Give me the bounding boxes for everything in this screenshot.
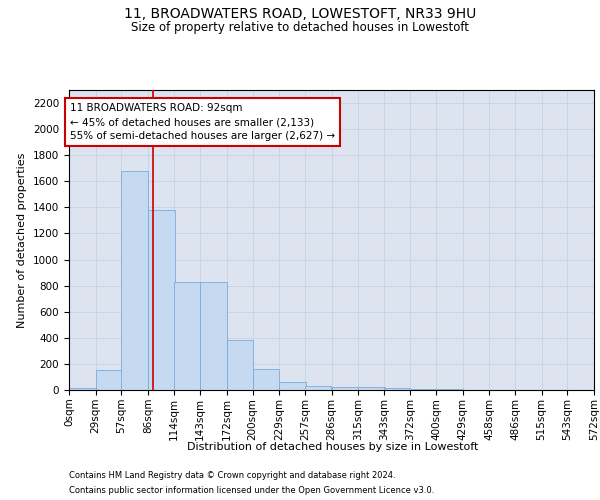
Bar — [410, 388, 437, 390]
Bar — [331, 386, 358, 390]
Bar — [305, 386, 331, 390]
Bar — [148, 210, 175, 390]
Bar — [384, 388, 410, 390]
Bar — [200, 282, 227, 390]
Text: Distribution of detached houses by size in Lowestoft: Distribution of detached houses by size … — [187, 442, 479, 452]
Bar — [358, 388, 385, 390]
Bar — [121, 171, 148, 390]
Bar — [69, 388, 95, 390]
Bar — [227, 340, 253, 390]
Text: Contains HM Land Registry data © Crown copyright and database right 2024.: Contains HM Land Registry data © Crown c… — [69, 471, 395, 480]
Bar — [95, 370, 122, 390]
Text: 11, BROADWATERS ROAD, LOWESTOFT, NR33 9HU: 11, BROADWATERS ROAD, LOWESTOFT, NR33 9H… — [124, 8, 476, 22]
Text: Contains public sector information licensed under the Open Government Licence v3: Contains public sector information licen… — [69, 486, 434, 495]
Text: Size of property relative to detached houses in Lowestoft: Size of property relative to detached ho… — [131, 21, 469, 34]
Bar — [173, 282, 200, 390]
Bar — [279, 382, 306, 390]
Y-axis label: Number of detached properties: Number of detached properties — [17, 152, 28, 328]
Bar — [253, 369, 279, 390]
Text: 11 BROADWATERS ROAD: 92sqm
← 45% of detached houses are smaller (2,133)
55% of s: 11 BROADWATERS ROAD: 92sqm ← 45% of deta… — [70, 103, 335, 141]
